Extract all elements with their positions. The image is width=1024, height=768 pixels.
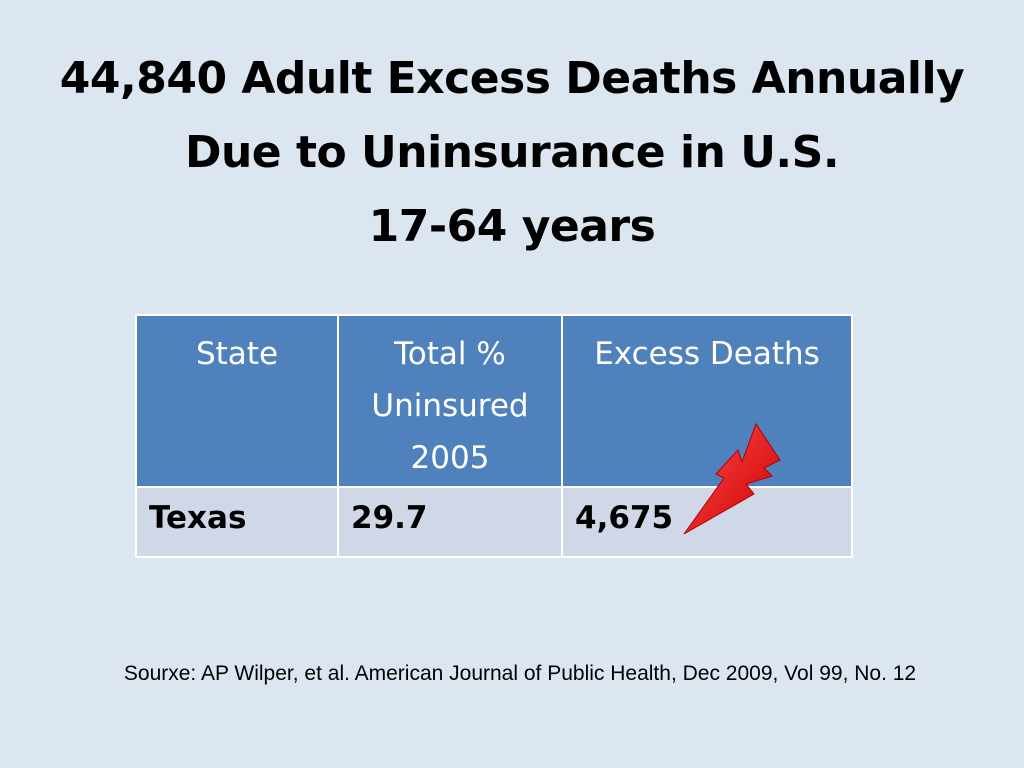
table-row: Texas 29.7 4,675 [135, 486, 853, 558]
header-excess-deaths-label: Excess Deaths [594, 336, 820, 372]
title-line-3: 17-64 years [368, 201, 656, 252]
header-total-uninsured-line-3: 2005 [410, 440, 490, 476]
lightning-bolt-icon [683, 422, 781, 535]
slide-title: 44,840 Adult Excess Deaths Annually Due … [0, 42, 1024, 264]
header-total-uninsured-line-2: Uninsured [371, 388, 529, 424]
header-total-uninsured-line-1: Total % [394, 336, 506, 372]
cell-state: Texas [135, 486, 339, 558]
cell-excess-deaths: 4,675 [561, 486, 853, 558]
data-table: State Total % Uninsured 2005 Excess Deat… [135, 314, 853, 558]
header-state-label: State [195, 336, 279, 372]
table-header-row: State Total % Uninsured 2005 Excess Deat… [135, 314, 853, 488]
source-citation: Sourxe: AP Wilper, et al. American Journ… [123, 662, 917, 685]
title-line-1: 44,840 Adult Excess Deaths Annually [59, 53, 965, 104]
header-excess-deaths: Excess Deaths [561, 314, 853, 488]
header-state: State [135, 314, 339, 488]
cell-total-uninsured: 29.7 [337, 486, 563, 558]
header-total-uninsured: Total % Uninsured 2005 [337, 314, 563, 488]
title-line-2: Due to Uninsurance in U.S. [184, 127, 840, 178]
